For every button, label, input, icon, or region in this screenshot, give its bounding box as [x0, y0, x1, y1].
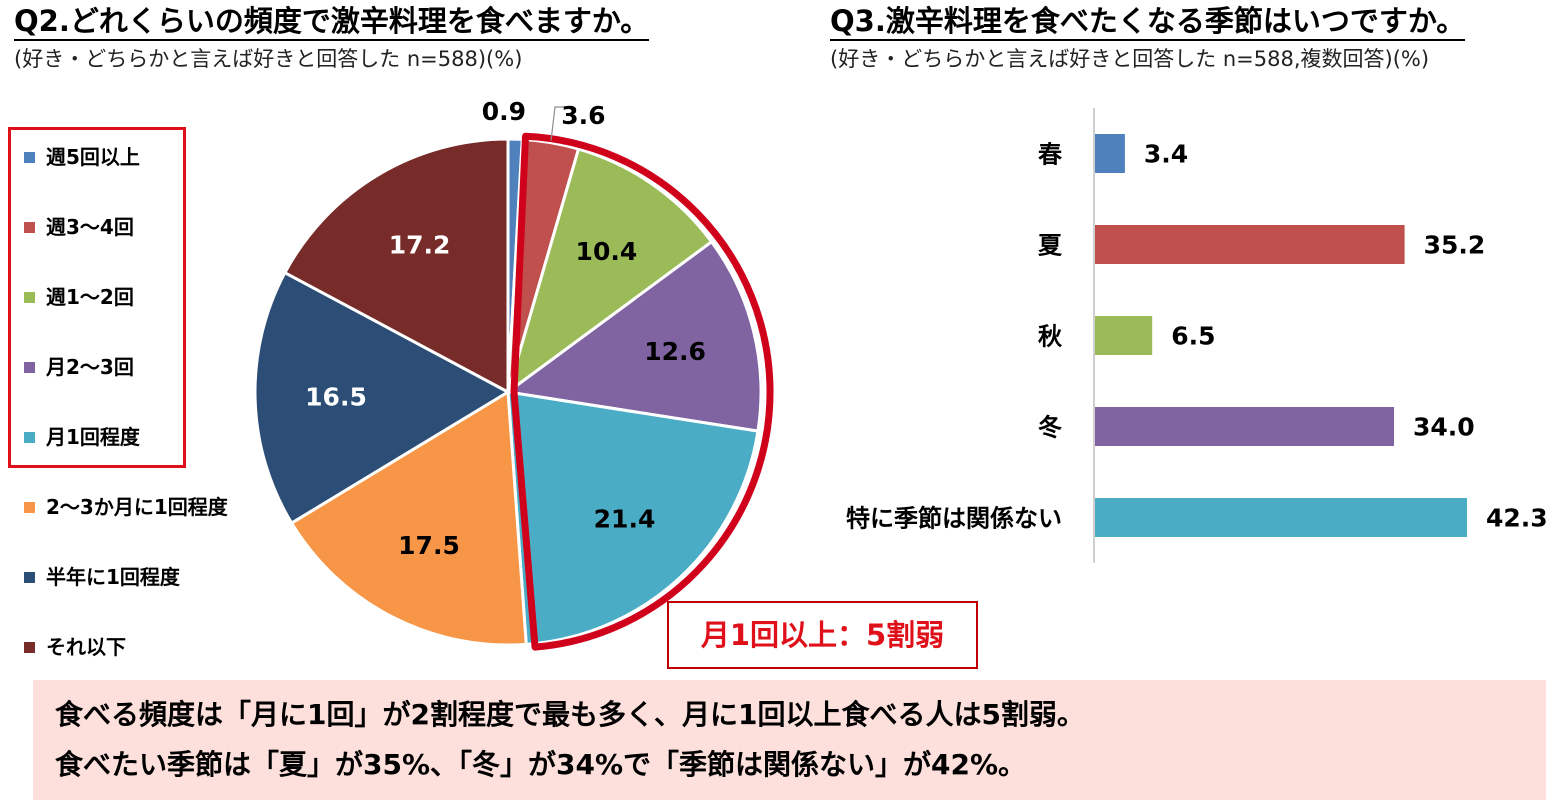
pie-data-label: 3.6: [561, 101, 605, 130]
season-bar-chart: 春 3.4 夏 35.2 秋 6.5 冬 34.0 特に季節は関係ない 42.3: [846, 108, 1548, 563]
pie-data-label: 17.2: [389, 230, 451, 259]
legend-swatch: [24, 152, 35, 163]
leader-line: [550, 106, 566, 141]
legend-swatch: [24, 222, 35, 233]
pie-slice: [505, 147, 714, 396]
legend-item: 週3～4回: [24, 210, 228, 280]
legend-label: 月2～3回: [46, 355, 134, 379]
legend-item: 週1～2回: [24, 280, 228, 350]
legend-swatch: [24, 502, 35, 513]
legend-label: それ以下: [46, 635, 126, 659]
q2-subtitle: (好き・どちらかと言えば好きと回答した n=588)(%): [14, 47, 523, 71]
q2-title: Q2.どれくらいの頻度で激辛料理を食べますか。: [14, 4, 650, 41]
bar: [1095, 316, 1153, 355]
summary-line-2: 食べたい季節は「夏」が35%、「冬」が34%で「季節は関係ない」が42%。: [55, 748, 1027, 781]
pie-data-label: 16.5: [305, 383, 367, 412]
legend-swatch: [24, 362, 35, 373]
pie-data-label: 10.4: [576, 237, 638, 266]
bar-data-label: 42.3: [1486, 504, 1548, 533]
legend-label: 週1～2回: [46, 285, 134, 309]
legend-item: 2～3か月に1回程度: [24, 490, 228, 560]
pie-data-label: 21.4: [594, 505, 656, 534]
category-tick-label: 特に季節は関係ない: [846, 505, 1062, 533]
frequency-pie-chart: 0.9 3.6 10.4 12.6 21.4 17.5 16.5 17.2: [253, 97, 774, 651]
legend-highlight-box: [8, 127, 186, 468]
legend-swatch: [24, 642, 35, 653]
legend-swatch: [24, 572, 35, 583]
legend-label: 週5回以上: [46, 145, 140, 169]
category-tick-label: 秋: [1038, 323, 1063, 351]
legend-item: 半年に1回程度: [24, 560, 228, 630]
pie-slice: [504, 239, 763, 433]
bar: [1095, 407, 1394, 446]
pie-slice: [282, 137, 510, 395]
legend-item: 週5回以上: [24, 140, 228, 210]
summary-box: 食べる頻度は「月に1回」が2割程度で最も多く、月に1回以上食べる人は5割弱。 食…: [33, 680, 1546, 800]
category-tick-label: 春: [1038, 141, 1062, 169]
bar-data-label: 3.4: [1144, 140, 1188, 169]
legend-item: 月2～3回: [24, 350, 228, 420]
legend-label: 2～3か月に1回程度: [46, 495, 228, 519]
pie-legend: 週5回以上週3～4回週1～2回月2～3回月1回程度 2～3か月に1回程度 半年に1回…: [24, 140, 228, 700]
pie-slice: [506, 390, 760, 646]
pie-data-label: 12.6: [644, 337, 706, 366]
callout-monthly-or-more: 月1回以上：5割弱: [667, 601, 978, 669]
pie-slice: [253, 270, 512, 526]
q3-title: Q3.激辛料理を食べたくなる季節はいつですか。: [830, 4, 1466, 41]
bar-data-label: 6.5: [1171, 322, 1215, 351]
legend-swatch: [24, 432, 35, 443]
pie-data-label: 17.5: [398, 531, 460, 560]
category-tick-label: 夏: [1038, 232, 1063, 260]
bar-data-label: 34.0: [1413, 413, 1475, 442]
legend-label: 半年に1回程度: [46, 565, 180, 589]
highlight-outline: [510, 132, 774, 651]
legend-item: それ以下: [24, 630, 228, 700]
pie-data-label: 0.9: [482, 97, 526, 126]
bar: [1095, 225, 1405, 264]
legend-item: 月1回程度: [24, 420, 228, 490]
category-tick-label: 冬: [1038, 414, 1062, 442]
q3-subtitle: (好き・どちらかと言えば好きと回答した n=588,複数回答)(%): [830, 47, 1430, 71]
legend-label: 月1回程度: [46, 425, 140, 449]
legend-swatch: [24, 292, 35, 303]
pie-slice: [289, 389, 528, 647]
bar: [1095, 134, 1125, 173]
bar: [1095, 498, 1467, 537]
bar-data-label: 35.2: [1424, 231, 1486, 260]
legend-label: 週3～4回: [46, 215, 134, 239]
summary-line-1: 食べる頻度は「月に1回」が2割程度で最も多く、月に1回以上食べる人は5割弱。: [55, 698, 1085, 731]
